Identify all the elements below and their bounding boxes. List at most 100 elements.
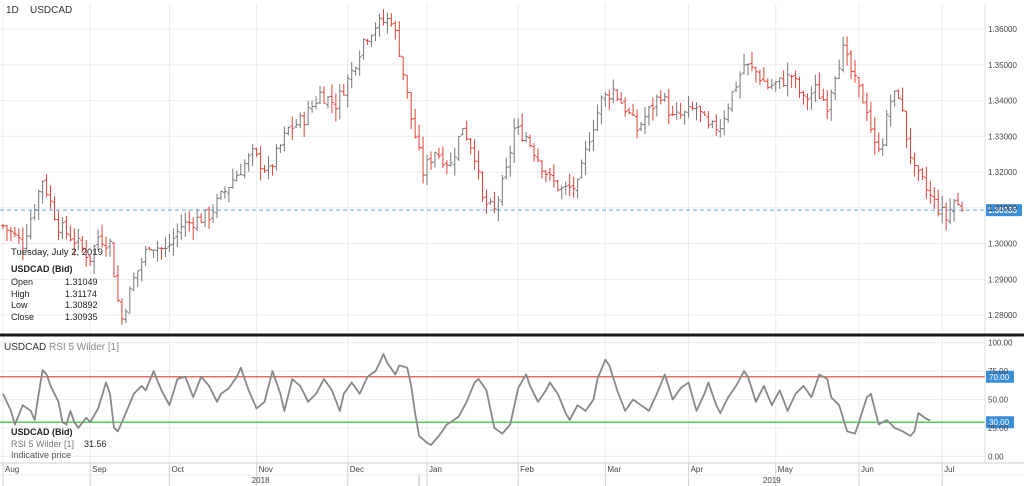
month-tick-label: Feb <box>520 465 534 474</box>
ohlc-bar <box>666 89 671 125</box>
ohlc-bar <box>64 215 69 240</box>
ohlc-bar <box>900 87 905 113</box>
ohlc-bar <box>361 38 366 60</box>
ohlc-bar <box>242 159 247 179</box>
ohlc-bar <box>16 228 21 244</box>
rsi-plot: 70.00 30.00 <box>0 353 1014 446</box>
ohlc-bar <box>599 95 604 125</box>
ohlc-bar <box>623 97 628 117</box>
ohlc-bar <box>341 84 346 96</box>
ohlc-bar <box>730 91 735 112</box>
ohlc-bar <box>639 122 644 132</box>
ohlc-bar <box>290 116 295 140</box>
ohlc-bar <box>781 70 786 87</box>
ohlc-bar <box>512 118 517 163</box>
tooltip-low-label: Low <box>11 300 28 310</box>
ohlc-bar <box>884 110 889 147</box>
ohlc-bar <box>773 80 778 92</box>
ohlc-tooltip: Tuesday, July 2, 2019 USDCAD (Bid) Open 1… <box>11 247 121 323</box>
rsi-level-label: 30.00 <box>989 418 1010 427</box>
price-bars: 1.30935 <box>0 9 1022 325</box>
ohlc-bar <box>226 186 231 203</box>
ohlc-bar <box>706 111 711 129</box>
ohlc-bar <box>821 88 826 101</box>
ohlc-bar <box>797 76 802 99</box>
month-tick-label: Oct <box>171 465 184 474</box>
ohlc-bar <box>100 224 105 248</box>
ohlc-bar <box>357 50 362 76</box>
ohlc-bar <box>472 139 477 170</box>
ohlc-bar <box>896 89 901 100</box>
ohlc-bar <box>520 113 525 142</box>
ohlc-bar <box>230 168 235 189</box>
ohlc-bar <box>686 96 691 118</box>
ohlc-bar <box>488 198 493 205</box>
ohlc-bar <box>757 69 762 85</box>
ohlc-bar <box>68 225 73 242</box>
ohlc-bar <box>492 191 497 214</box>
rsi-indicator-label[interactable]: RSI 5 Wilder [1] <box>49 342 119 353</box>
ohlc-bar <box>238 163 243 176</box>
ohlc-bar <box>440 146 445 168</box>
indicative-price-note: Indicative price <box>11 450 72 460</box>
month-tick-label: May <box>778 465 793 474</box>
ohlc-bar <box>314 96 319 110</box>
ohlc-bar <box>480 171 485 202</box>
ohlc-bar <box>551 164 556 188</box>
ohlc-bar <box>298 112 303 129</box>
ohlc-bar <box>107 238 112 258</box>
ohlc-bar <box>543 170 548 183</box>
ohlc-bar <box>892 90 897 107</box>
ohlc-bar <box>849 49 854 79</box>
ohlc-bar <box>829 89 834 121</box>
rsi-level-tag <box>986 416 1014 429</box>
ohlc-bar <box>559 185 564 200</box>
ohlc-bar <box>789 74 794 89</box>
rsi-tick-label: 50.00 <box>988 396 1009 405</box>
ohlc-bar <box>436 147 441 159</box>
ohlc-bar <box>234 170 239 182</box>
ohlc-bar <box>769 78 774 90</box>
ohlc-bar <box>377 13 382 37</box>
ohlc-bar <box>92 244 97 274</box>
ohlc-bar <box>1 224 5 229</box>
rsi-tick-label: 25.00 <box>988 424 1009 433</box>
ohlc-bar <box>908 128 913 165</box>
tooltip-close-value: 1.30935 <box>65 311 98 322</box>
rsi-tooltip-label: RSI 5 Wilder [1] <box>11 438 75 449</box>
ohlc-bar <box>956 192 961 206</box>
ohlc-bar <box>761 67 766 82</box>
ohlc-bar <box>765 78 770 90</box>
ohlc-bar <box>8 226 13 242</box>
ohlc-bar <box>131 272 136 292</box>
ohlc-bar <box>183 212 188 237</box>
ohlc-bar <box>349 62 354 89</box>
ohlc-bar <box>409 91 414 130</box>
grid <box>0 4 985 462</box>
price-tick-label: 1.32000 <box>988 168 1017 177</box>
ohlc-bar <box>932 186 937 209</box>
ohlc-bar <box>385 12 390 34</box>
tooltip-row-close: Close 1.30935 <box>11 312 121 324</box>
ohlc-bar <box>864 92 869 122</box>
symbol-label[interactable]: USDCAD <box>30 5 72 16</box>
ohlc-bar <box>207 206 212 229</box>
ohlc-bar <box>682 110 687 125</box>
ohlc-bar <box>753 66 758 83</box>
timeframe-label[interactable]: 1D <box>6 5 19 16</box>
ohlc-bar <box>611 79 616 104</box>
ohlc-bar <box>444 160 449 175</box>
price-tick-label: 1.34000 <box>988 97 1017 106</box>
ohlc-bar <box>302 111 307 138</box>
rsi-tooltip-instrument: USDCAD (Bid) <box>11 427 73 437</box>
ohlc-bar <box>468 137 473 155</box>
ohlc-bar <box>325 95 330 109</box>
ohlc-bar <box>635 109 640 139</box>
ohlc-bar <box>627 107 632 115</box>
tooltip-open-value: 1.31049 <box>65 277 98 287</box>
ohlc-bar <box>539 160 544 179</box>
last-price-tag <box>986 204 1022 217</box>
ohlc-bar <box>270 164 275 176</box>
ohlc-bar <box>421 136 426 184</box>
ohlc-bar <box>904 110 909 148</box>
